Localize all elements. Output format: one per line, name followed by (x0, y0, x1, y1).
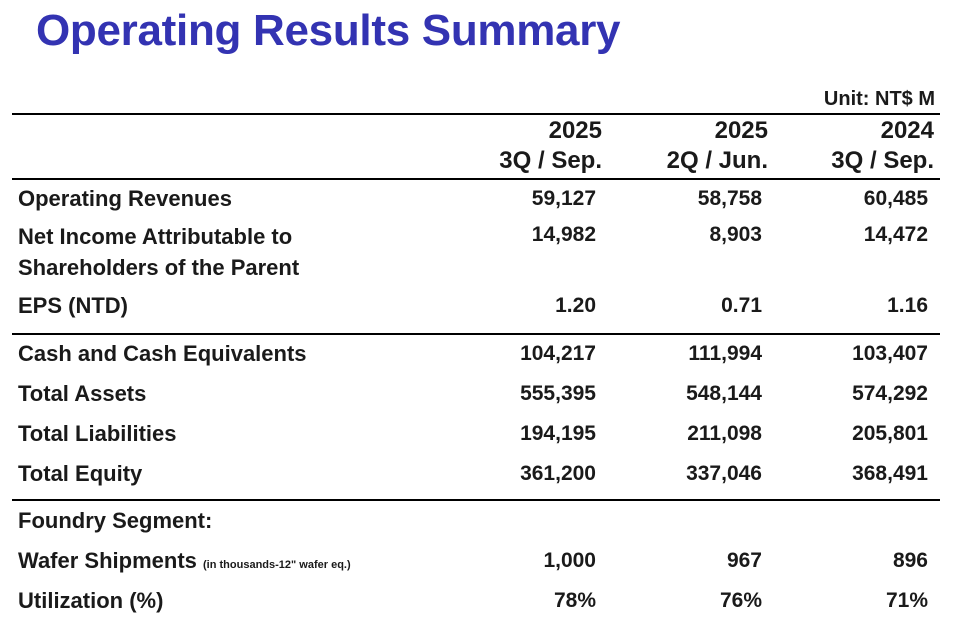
page-title: Operating Results Summary (36, 6, 621, 55)
net-income-value: 14,472 (863, 223, 928, 246)
total-equity-value: 368,491 (852, 462, 928, 485)
cash-value: 111,994 (688, 342, 762, 365)
total-assets-value: 548,144 (686, 382, 762, 405)
eps-value: 1.20 (555, 294, 596, 317)
total-assets-value: 574,292 (852, 382, 928, 405)
eps-value: 1.16 (887, 294, 928, 317)
row-label-utilization: Utilization (%) (18, 588, 164, 613)
utilization-value: 76% (719, 589, 762, 612)
wafer-shipments-value: 896 (892, 549, 928, 572)
wafer-shipments-value: 1,000 (543, 549, 596, 572)
column-header-year-2: 2025 (714, 117, 768, 144)
total-liabilities-value: 211,098 (687, 422, 762, 445)
eps-value: 0.71 (721, 294, 762, 317)
row-label-foundry-segment: Foundry Segment: (18, 508, 213, 533)
operating-revenues-value: 59,127 (531, 187, 596, 210)
wafer-shipments-label: Wafer Shipments (18, 548, 197, 573)
section-divider-2 (12, 499, 940, 501)
wafer-shipments-value: 967 (726, 549, 762, 572)
row-label-eps: EPS (NTD) (18, 293, 128, 318)
row-label-operating-revenues: Operating Revenues (18, 186, 232, 211)
column-header-year-1: 2025 (548, 117, 602, 144)
column-header-year-3: 2024 (880, 117, 934, 144)
row-label-cash: Cash and Cash Equivalents (18, 341, 307, 366)
unit-label: Unit: NT$ M (823, 88, 935, 110)
column-header-period-1: 3Q / Sep. (499, 147, 602, 174)
net-income-value: 14,982 (531, 223, 596, 246)
row-label-total-equity: Total Equity (18, 461, 143, 486)
wafer-shipments-unit-note: (in thousands-12" wafer eq.) (203, 559, 351, 571)
column-header-period-2: 2Q / Jun. (666, 147, 768, 174)
row-label-wafer-shipments: Wafer Shipments (in thousands-12" wafer … (18, 546, 351, 580)
row-label-total-liabilities: Total Liabilities (18, 421, 177, 446)
total-liabilities-value: 194,195 (520, 422, 596, 445)
header-bottom-rule (12, 178, 940, 180)
column-header-period-3: 3Q / Sep. (831, 147, 934, 174)
total-liabilities-value: 205,801 (852, 422, 928, 445)
operating-revenues-value: 58,758 (697, 187, 762, 210)
operating-revenues-value: 60,485 (863, 187, 928, 210)
row-label-total-assets: Total Assets (18, 381, 147, 406)
row-label-net-income-line1: Net Income Attributable to (18, 224, 293, 249)
total-assets-value: 555,395 (520, 382, 596, 405)
section-divider-1 (12, 333, 940, 335)
utilization-value: 78% (553, 589, 596, 612)
total-equity-value: 337,046 (686, 462, 762, 485)
header-top-rule (12, 113, 940, 115)
cash-value: 103,407 (852, 342, 928, 365)
net-income-value: 8,903 (709, 223, 762, 246)
total-equity-value: 361,200 (520, 462, 596, 485)
cash-value: 104,217 (520, 342, 596, 365)
utilization-value: 71% (885, 589, 928, 612)
row-label-net-income-line2: Shareholders of the Parent (18, 255, 300, 280)
